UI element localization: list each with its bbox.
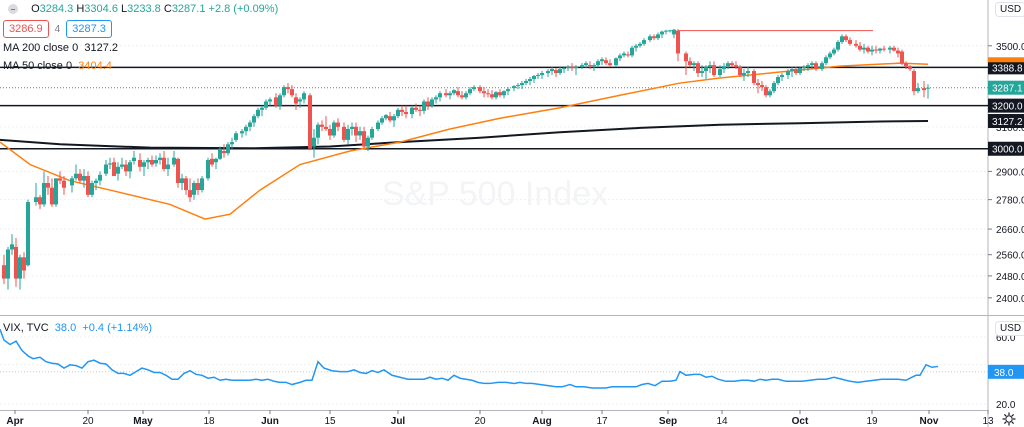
ohlc-legend: O3284.3 H3304.6 L3233.8 C3287.1 +2.8 (+0… (8, 3, 278, 15)
bid-ask-panel: 3286.9 4 3287.3 (3, 20, 112, 38)
svg-text:14: 14 (716, 416, 728, 427)
svg-text:Aug: Aug (532, 416, 551, 427)
ma200-label: MA 200 close 0 (3, 42, 79, 54)
ma50-value: 3404.4 (78, 60, 112, 72)
svg-text:Oct: Oct (792, 416, 809, 427)
svg-text:20: 20 (474, 416, 486, 427)
vix-change: +0.4 (+1.14%) (82, 322, 153, 334)
collapse-legend-button[interactable] (8, 4, 18, 15)
open-value: 3284.3 (39, 3, 74, 15)
svg-text:3000.0: 3000.0 (992, 145, 1023, 156)
svg-text:2560.0: 2560.0 (996, 251, 1024, 262)
svg-text:3388.8: 3388.8 (992, 63, 1023, 74)
svg-text:3287.1: 3287.1 (992, 84, 1023, 95)
sell-button[interactable]: 3286.9 (3, 20, 49, 38)
svg-text:May: May (133, 416, 153, 427)
settings-gear-icon[interactable] (1002, 412, 1016, 426)
svg-text:2900.0: 2900.0 (996, 167, 1024, 178)
vix-legend[interactable]: VIX, TVC 38.0 +0.4 (+1.14%) (3, 322, 152, 334)
svg-text:15: 15 (324, 416, 336, 427)
svg-text:20.0: 20.0 (996, 400, 1016, 411)
svg-text:18: 18 (203, 416, 215, 427)
svg-text:20: 20 (82, 416, 94, 427)
svg-text:Jul: Jul (391, 416, 406, 427)
currency-label-vix[interactable]: USD (995, 321, 1024, 336)
svg-text:Jun: Jun (261, 416, 279, 427)
vix-value: 38.0 (54, 322, 77, 334)
svg-text:S&P 500 Index: S&P 500 Index (382, 175, 608, 213)
high-value: 3304.6 (84, 3, 118, 15)
ma50-label: MA 50 close 0 (3, 60, 73, 72)
currency-label-main[interactable]: USD (995, 2, 1024, 17)
svg-text:13: 13 (982, 416, 994, 427)
svg-text:2480.0: 2480.0 (996, 272, 1024, 283)
svg-text:60.0: 60.0 (996, 333, 1016, 344)
buy-button[interactable]: 3287.3 (66, 20, 112, 38)
svg-text:3100.0: 3100.0 (996, 123, 1024, 134)
svg-text:38.0: 38.0 (994, 368, 1014, 379)
change-value: +2.8 (+0.09%) (208, 3, 279, 15)
vix-label: VIX, TVC (3, 322, 49, 334)
close-value: 3287.1 (171, 3, 206, 15)
svg-text:3500.0: 3500.0 (996, 42, 1024, 53)
svg-text:3200.0: 3200.0 (992, 102, 1023, 113)
svg-text:2400.0: 2400.0 (996, 294, 1024, 305)
ma200-legend[interactable]: MA 200 close 0 3127.2 (3, 42, 118, 54)
ma50-legend[interactable]: MA 50 close 0 3404.4 (3, 60, 112, 72)
spread-value: 4 (54, 23, 61, 35)
svg-text:19: 19 (866, 416, 878, 427)
low-value: 3233.8 (127, 3, 161, 15)
svg-text:Sep: Sep (659, 416, 677, 427)
ma200-value: 3127.2 (84, 42, 118, 54)
svg-text:Apr: Apr (6, 416, 23, 427)
svg-text:Nov: Nov (920, 416, 939, 427)
svg-text:17: 17 (596, 416, 608, 427)
svg-text:2780.0: 2780.0 (996, 196, 1024, 207)
svg-text:2660.0: 2660.0 (996, 225, 1024, 236)
svg-text:3127.2: 3127.2 (992, 117, 1023, 128)
